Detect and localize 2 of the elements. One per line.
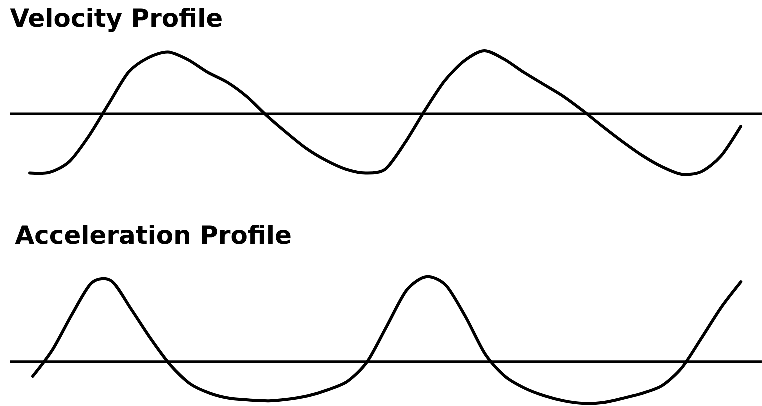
chart-title: Velocity Profile xyxy=(10,8,222,32)
chart-title: Acceleration Profile xyxy=(15,224,291,244)
